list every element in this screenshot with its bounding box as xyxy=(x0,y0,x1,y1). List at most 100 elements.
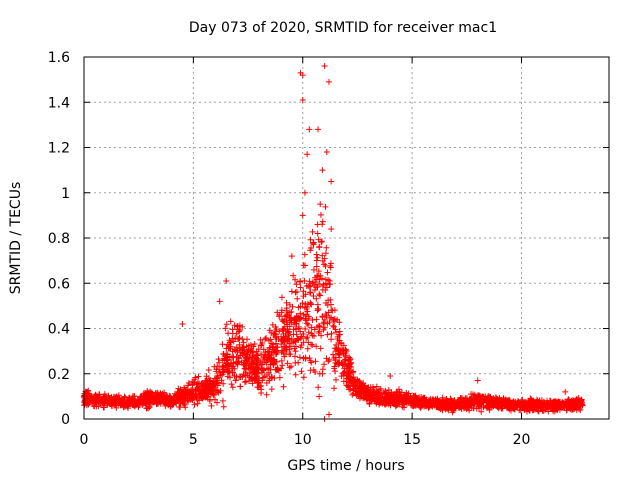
data-point xyxy=(326,281,333,288)
data-point xyxy=(354,377,361,384)
data-point xyxy=(296,354,303,361)
data-point xyxy=(307,245,314,252)
data-point xyxy=(300,339,307,346)
data-point xyxy=(560,400,567,407)
data-point xyxy=(241,349,248,356)
data-point xyxy=(258,386,265,393)
data-point xyxy=(229,326,236,333)
x-axis-label: GPS time / hours xyxy=(287,458,404,474)
data-point xyxy=(147,395,154,402)
data-point xyxy=(245,347,252,354)
data-point xyxy=(276,374,283,381)
data-point xyxy=(155,391,162,398)
data-point xyxy=(293,326,300,333)
data-point xyxy=(313,251,320,258)
y-tick-label: 1.6 xyxy=(48,50,70,66)
data-point xyxy=(313,263,320,270)
data-point xyxy=(364,396,371,403)
data-point xyxy=(188,392,195,399)
data-point xyxy=(286,301,293,308)
data-point xyxy=(377,385,384,392)
data-point xyxy=(121,393,128,400)
data-point xyxy=(412,392,419,399)
data-point xyxy=(133,399,140,406)
data-point xyxy=(506,397,513,404)
data-point xyxy=(517,402,524,409)
data-point xyxy=(166,399,173,406)
data-point xyxy=(261,373,268,380)
data-point xyxy=(265,356,272,363)
data-point xyxy=(269,374,276,381)
data-point xyxy=(316,393,323,400)
data-point xyxy=(494,396,501,403)
y-tick-label: 0.6 xyxy=(48,276,70,292)
data-point xyxy=(101,395,108,402)
data-point xyxy=(302,315,309,322)
data-point xyxy=(356,395,363,402)
data-point xyxy=(224,373,231,380)
data-point xyxy=(283,299,290,306)
data-point xyxy=(321,63,328,70)
data-point xyxy=(213,368,220,375)
y-tick-label: 1 xyxy=(61,186,70,202)
data-point xyxy=(249,352,256,359)
data-point xyxy=(257,336,264,343)
data-point xyxy=(223,277,230,284)
data-point xyxy=(278,341,285,348)
data-point xyxy=(483,405,490,412)
data-point xyxy=(500,399,507,406)
data-point xyxy=(263,334,270,341)
data-point xyxy=(553,405,560,412)
data-point xyxy=(340,378,347,385)
data-point xyxy=(301,189,308,196)
y-tick-label: 0.2 xyxy=(48,367,70,383)
data-point xyxy=(568,403,575,410)
data-point xyxy=(293,320,300,327)
data-point xyxy=(293,313,300,320)
data-point xyxy=(379,393,386,400)
chart-title: Day 073 of 2020, SRMTID for receiver mac… xyxy=(189,20,497,36)
data-point xyxy=(283,346,290,353)
data-point xyxy=(115,401,122,408)
data-point xyxy=(322,310,329,317)
data-point xyxy=(276,313,283,320)
data-point xyxy=(288,253,295,260)
data-point xyxy=(84,395,91,402)
data-point xyxy=(267,366,274,373)
data-point xyxy=(250,355,257,362)
data-point xyxy=(257,342,264,349)
data-point xyxy=(199,395,206,402)
data-point xyxy=(319,314,326,321)
data-point xyxy=(408,396,415,403)
data-point xyxy=(266,377,273,384)
data-point xyxy=(263,391,270,398)
data-point xyxy=(307,236,314,243)
data-point xyxy=(158,394,165,401)
data-point xyxy=(422,397,429,404)
data-point xyxy=(280,350,287,357)
data-point xyxy=(286,323,293,330)
data-point xyxy=(290,339,297,346)
data-point xyxy=(286,346,293,353)
data-point xyxy=(258,341,265,348)
data-point xyxy=(303,335,310,342)
data-point xyxy=(325,358,332,365)
data-point xyxy=(314,254,321,261)
data-point xyxy=(333,376,340,383)
data-point xyxy=(270,361,277,368)
y-tick-label: 1.2 xyxy=(48,141,70,157)
data-point xyxy=(138,395,145,402)
data-point xyxy=(206,397,213,404)
data-point xyxy=(318,239,325,246)
data-point xyxy=(306,289,313,296)
data-point xyxy=(313,343,320,350)
data-point xyxy=(219,369,226,376)
data-point xyxy=(319,252,326,259)
data-point xyxy=(244,336,251,343)
data-point xyxy=(394,388,401,395)
data-point xyxy=(113,404,120,411)
data-point xyxy=(536,397,543,404)
data-point xyxy=(239,373,246,380)
data-point xyxy=(219,397,226,404)
data-point xyxy=(210,392,217,399)
